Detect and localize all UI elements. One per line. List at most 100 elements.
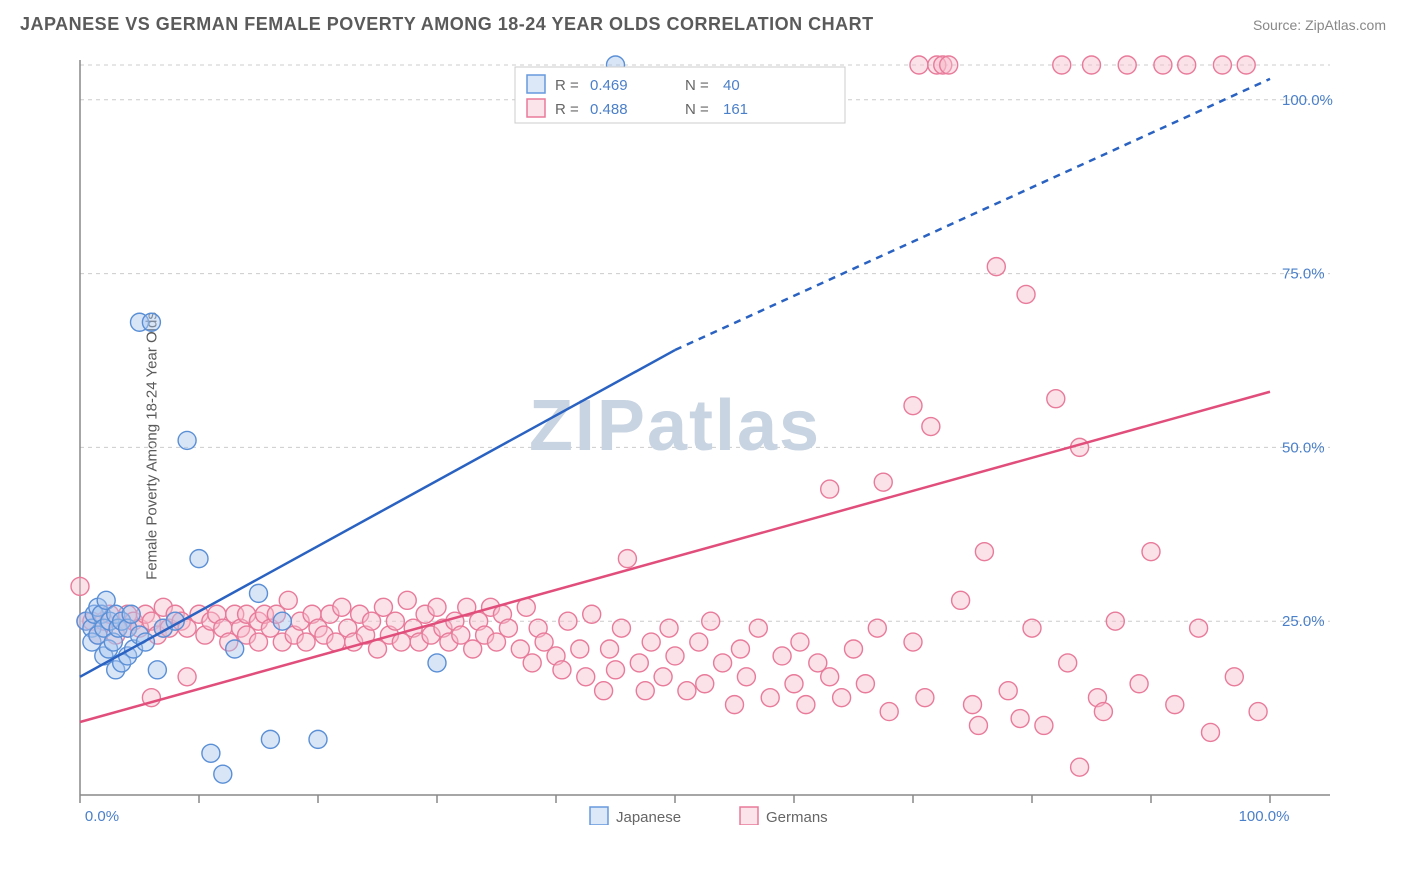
legend-n-japanese: 40 (723, 77, 740, 94)
point-germans (999, 682, 1017, 700)
point-germans (660, 619, 678, 637)
point-germans (636, 682, 654, 700)
bottom-label-japanese: Japanese (616, 809, 681, 825)
y-tick-label: 100.0% (1282, 92, 1333, 109)
point-germans (499, 619, 517, 637)
point-germans (797, 696, 815, 714)
point-germans (612, 619, 630, 637)
point-germans (922, 418, 940, 436)
point-germans (1053, 56, 1071, 74)
point-germans (595, 682, 613, 700)
point-germans (1213, 56, 1231, 74)
bottom-swatch-germans (740, 807, 758, 825)
point-germans (1023, 619, 1041, 637)
chart-area: ZIPatlas0.0%100.0%25.0%50.0%75.0%100.0%R… (70, 55, 1340, 825)
point-germans (1094, 703, 1112, 721)
point-germans (904, 397, 922, 415)
legend-swatch-japanese (527, 75, 545, 93)
point-germans (571, 640, 589, 658)
point-germans (1011, 710, 1029, 728)
point-japanese (190, 550, 208, 568)
point-japanese (214, 765, 232, 783)
point-japanese (178, 431, 196, 449)
point-germans (1225, 668, 1243, 686)
chart-source: Source: ZipAtlas.com (1253, 17, 1386, 33)
point-germans (618, 550, 636, 568)
point-germans (428, 598, 446, 616)
point-germans (1237, 56, 1255, 74)
point-germans (1166, 696, 1184, 714)
point-germans (785, 675, 803, 693)
point-germans (1249, 703, 1267, 721)
chart-title: JAPANESE VS GERMAN FEMALE POVERTY AMONG … (20, 14, 874, 35)
point-germans (1071, 758, 1089, 776)
legend-r-label: R = (555, 77, 579, 94)
point-germans (583, 605, 601, 623)
point-germans (1130, 675, 1148, 693)
point-germans (279, 591, 297, 609)
point-japanese (428, 654, 446, 672)
point-germans (916, 689, 934, 707)
point-germans (1118, 56, 1136, 74)
point-germans (845, 640, 863, 658)
point-germans (1035, 716, 1053, 734)
point-germans (910, 56, 928, 74)
point-germans (1190, 619, 1208, 637)
point-germans (1059, 654, 1077, 672)
point-japanese (142, 313, 160, 331)
point-germans (630, 654, 648, 672)
point-germans (333, 598, 351, 616)
point-germans (607, 661, 625, 679)
point-japanese (273, 612, 291, 630)
y-tick-label: 75.0% (1282, 266, 1325, 283)
point-japanese (202, 744, 220, 762)
point-germans (178, 668, 196, 686)
point-germans (559, 612, 577, 630)
point-germans (833, 689, 851, 707)
point-japanese (309, 730, 327, 748)
point-germans (398, 591, 416, 609)
legend-r-japanese: 0.469 (590, 77, 628, 94)
point-germans (666, 647, 684, 665)
point-germans (987, 258, 1005, 276)
point-germans (749, 619, 767, 637)
point-germans (975, 543, 993, 561)
point-germans (642, 633, 660, 651)
point-germans (714, 654, 732, 672)
point-germans (737, 668, 755, 686)
point-germans (1202, 723, 1220, 741)
legend-r-germans: 0.488 (590, 101, 628, 118)
point-germans (761, 689, 779, 707)
point-germans (1178, 56, 1196, 74)
point-germans (690, 633, 708, 651)
point-germans (654, 668, 672, 686)
bottom-swatch-japanese (590, 807, 608, 825)
point-germans (874, 473, 892, 491)
point-germans (773, 647, 791, 665)
point-germans (821, 668, 839, 686)
scatter-chart: ZIPatlas0.0%100.0%25.0%50.0%75.0%100.0%R… (70, 55, 1340, 825)
y-tick-label: 25.0% (1282, 613, 1325, 630)
point-germans (880, 703, 898, 721)
legend-n-germans: 161 (723, 101, 748, 118)
legend-n-label: N = (685, 77, 709, 94)
x-tick-label: 0.0% (85, 808, 119, 825)
point-germans (702, 612, 720, 630)
point-germans (791, 633, 809, 651)
point-germans (868, 619, 886, 637)
point-germans (952, 591, 970, 609)
point-germans (1017, 285, 1035, 303)
point-germans (1142, 543, 1160, 561)
point-germans (731, 640, 749, 658)
point-germans (678, 682, 696, 700)
x-tick-label: 100.0% (1239, 808, 1290, 825)
point-germans (964, 696, 982, 714)
legend-swatch-germans (527, 99, 545, 117)
point-germans (71, 577, 89, 595)
legend-r-label: R = (555, 101, 579, 118)
point-germans (601, 640, 619, 658)
point-germans (577, 668, 595, 686)
point-germans (553, 661, 571, 679)
point-japanese (250, 584, 268, 602)
point-germans (821, 480, 839, 498)
